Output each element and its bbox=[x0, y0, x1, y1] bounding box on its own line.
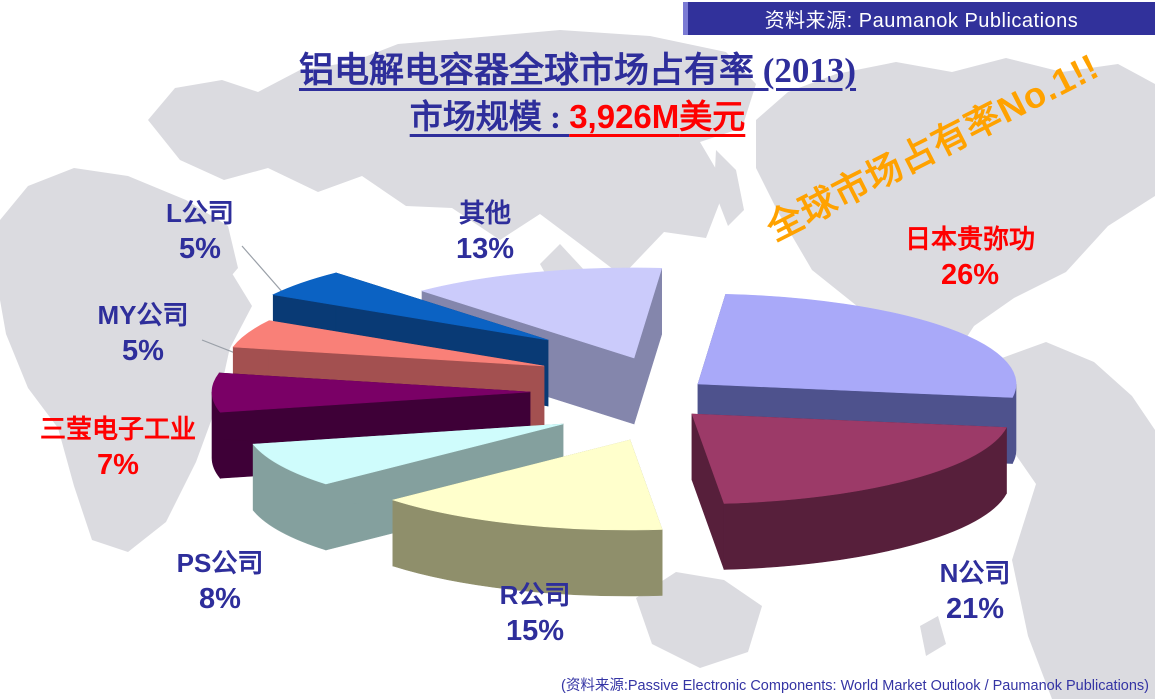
map-new-zealand bbox=[920, 616, 946, 656]
slice-label-others: 其他 13% bbox=[455, 198, 515, 266]
market-size-value: 3,926M bbox=[569, 98, 680, 135]
slice-label-l-company: L公司 5% bbox=[166, 198, 234, 266]
slice-label-nippon-chemicon: 日本贵弥功 26% bbox=[904, 224, 1035, 292]
map-japan bbox=[714, 150, 744, 226]
pie-slice-face bbox=[420, 267, 663, 359]
market-size-label: 市场规模 : bbox=[409, 100, 570, 136]
pie-slice-face bbox=[232, 320, 545, 367]
pie-slice-face bbox=[697, 293, 1017, 398]
market-size-unit: 美元 bbox=[679, 100, 746, 136]
map-arabia bbox=[192, 270, 252, 352]
pie-slice-face bbox=[211, 372, 531, 413]
slice-label-samyoung: 三莹电子工业 7% bbox=[39, 414, 196, 482]
pie-slice-face bbox=[272, 272, 549, 341]
slice-label-r-company: R公司 15% bbox=[499, 580, 571, 648]
source-banner: 资料来源: Paumanok Publications bbox=[683, 2, 1155, 35]
slice-label-my-company: MY公司 5% bbox=[97, 300, 189, 368]
slice-label-n-company: N公司 21% bbox=[939, 558, 1011, 626]
map-africa bbox=[0, 168, 238, 552]
map-australia bbox=[636, 572, 762, 668]
pie-slice-face bbox=[691, 413, 1007, 504]
pie-slice-face bbox=[252, 423, 564, 485]
map-eurasia bbox=[148, 30, 756, 276]
footer-source: (资料来源:Passive Electronic Components: Wor… bbox=[560, 678, 1149, 694]
chart-title: 铝电解电容器全球市场占有率 (2013) bbox=[298, 51, 857, 90]
slice-label-ps-company: PS公司 8% bbox=[176, 548, 264, 616]
map-south-america bbox=[986, 342, 1155, 699]
market-size-line: 市场规模 : 3,926M美元 bbox=[0, 90, 1155, 138]
source-banner-label: 资料来源: Paumanok Publications bbox=[764, 10, 1079, 32]
map-north-america bbox=[756, 58, 1155, 404]
pie-slice-face bbox=[391, 439, 663, 531]
